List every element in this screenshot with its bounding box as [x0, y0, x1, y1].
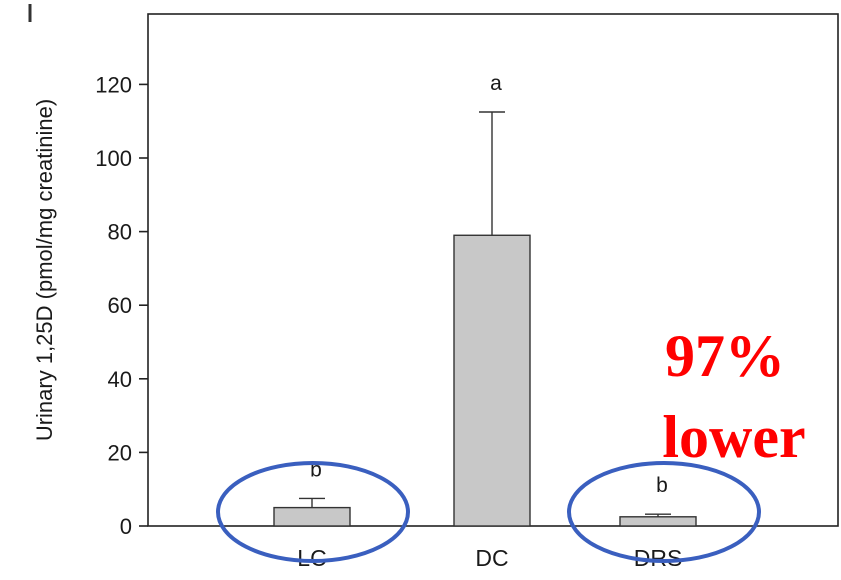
bars	[273, 234, 697, 527]
y-tick-label-40: 40	[108, 367, 132, 392]
y-tick-label-0: 0	[120, 514, 132, 539]
y-tick-label-100: 100	[95, 146, 132, 171]
category-label-dc: DC	[475, 545, 508, 571]
y-tick-label-120: 120	[95, 72, 132, 97]
significance-drs: b	[656, 474, 668, 497]
highlight-circles	[216, 461, 761, 563]
bar-dc	[453, 234, 531, 527]
significance-labels: b a b	[310, 72, 668, 497]
category-label-lc: LC	[297, 545, 326, 571]
y-tick-label-20: 20	[108, 440, 132, 465]
y-tick-label-60: 60	[108, 293, 132, 318]
y-tick-label-80: 80	[108, 220, 132, 245]
significance-lc: b	[310, 458, 322, 481]
callout-line-1: 97%	[665, 323, 785, 389]
category-labels: LC DC DRS	[297, 545, 682, 571]
error-bars	[299, 111, 671, 517]
callout-line-2: lower	[662, 404, 805, 470]
y-axis-title: Urinary 1,25D (pmol/mg creatinine)	[32, 99, 57, 441]
highlight-circle-drs	[567, 461, 761, 563]
y-axis-ticks: 0 20 40 60 80 100 120	[95, 72, 148, 539]
bar-drs	[619, 516, 697, 527]
highlight-circle-lc	[216, 461, 410, 563]
bar-lc	[273, 506, 351, 527]
significance-dc: a	[490, 72, 502, 95]
